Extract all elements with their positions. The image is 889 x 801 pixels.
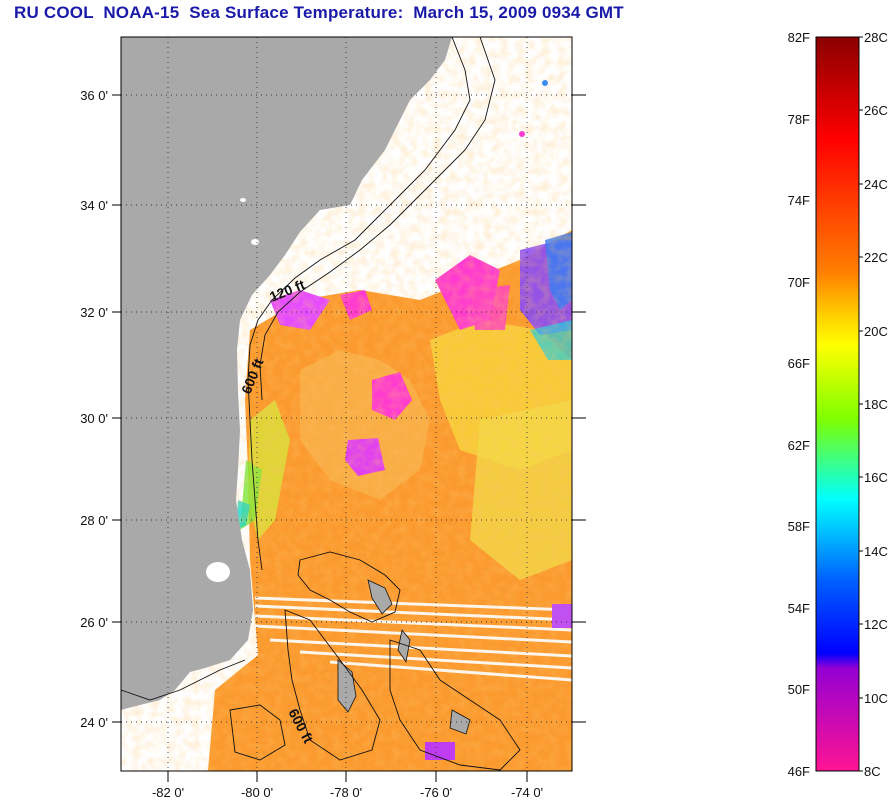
lon-label: -76 0' [420,785,452,800]
colorbar-f-label: 58F [788,519,810,534]
colorbar-f-label: 46F [788,764,810,779]
graticule [121,37,572,771]
colorbar-f-label: 70F [788,275,810,290]
colorbar-c-label: 10C [864,691,888,706]
lon-label: -82 0' [152,785,184,800]
colorbar-c-label: 8C [864,764,881,779]
color-legend: 82F 78F 74F 70F 66F 62F 58F 54F 50F 46F … [788,30,888,779]
colorbar-f-label: 54F [788,601,810,616]
colorbar-ticks [859,36,863,772]
colorbar-f-label: 78F [788,112,810,127]
colorbar-c-label: 14C [864,544,888,559]
lat-label: 30 0' [80,411,108,426]
colorbar-c-label: 18C [864,397,888,412]
latitude-labels: 36 0' 34 0' 32 0' 30 0' 28 0' 26 0' 24 0… [80,88,108,730]
lat-label: 36 0' [80,88,108,103]
colorbar-f-label: 62F [788,438,810,453]
colorbar-f-label: 82F [788,30,810,45]
land-mass [121,37,452,710]
colorbar-f-label: 50F [788,682,810,697]
lat-label: 28 0' [80,513,108,528]
lat-label: 32 0' [80,305,108,320]
celsius-labels: 28C 26C 24C 22C 20C 18C 16C 14C 12C 10C … [864,30,888,779]
lat-label: 26 0' [80,615,108,630]
longitude-labels: -82 0' -80 0' -78 0' -76 0' -74 0' [152,785,543,800]
colorbar-c-label: 26C [864,103,888,118]
islands [337,579,471,735]
colorbar-c-label: 24C [864,177,888,192]
map-title: RU COOL NOAA-15 Sea Surface Temperature:… [14,3,624,22]
lakes [206,198,259,582]
lon-label: -74 0' [511,785,543,800]
colorbar-c-label: 22C [864,250,888,265]
colorbar-f-label: 66F [788,356,810,371]
colorbar-gradient [815,36,860,772]
colorbar-c-label: 20C [864,324,888,339]
colorbar-c-label: 16C [864,470,888,485]
colorbar-c-label: 28C [864,30,888,45]
bathymetry-contours [121,37,521,771]
sst-map: 120 ft 600 ft 600 ft 36 0' 34 0' 32 0' 3… [80,36,586,800]
fahrenheit-labels: 82F 78F 74F 70F 66F 62F 58F 54F 50F 46F [788,30,810,779]
lon-label: -80 0' [241,785,273,800]
lat-label: 24 0' [80,715,108,730]
lon-label: -78 0' [330,785,362,800]
lat-label: 34 0' [80,198,108,213]
tick-marks [112,94,586,782]
colorbar-f-label: 74F [788,193,810,208]
colorbar-c-label: 12C [864,617,888,632]
